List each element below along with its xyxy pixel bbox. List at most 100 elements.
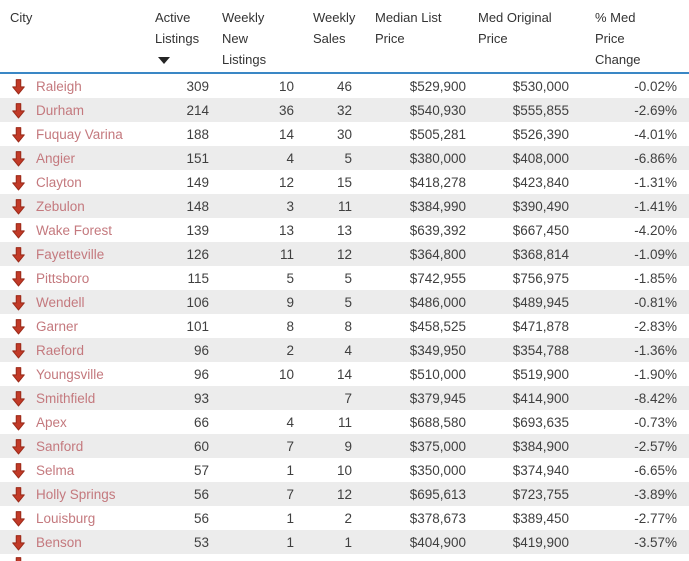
value-cell[interactable]: 56 [193, 486, 209, 502]
value-cell[interactable]: 3 [286, 198, 294, 214]
table-row[interactable]: Sanford 60 7 9 $375,000 $384,900 -2.57% [0, 434, 689, 458]
value-cell[interactable]: 148 [186, 198, 209, 214]
value-cell[interactable]: 7 [286, 486, 294, 502]
value-cell[interactable]: -0.73% [634, 414, 677, 430]
value-cell[interactable]: $510,000 [409, 366, 466, 382]
column-header-weekly-sales[interactable]: Weekly Sales [299, 0, 361, 72]
value-cell[interactable]: 66 [193, 414, 209, 430]
value-cell[interactable]: 8 [286, 318, 294, 334]
column-header-pct-med-price-change[interactable]: % Med Price Change [576, 0, 689, 72]
city-cell[interactable]: Zebulon [0, 198, 147, 215]
city-cell[interactable]: Angier [0, 150, 147, 167]
value-cell[interactable]: 12 [336, 486, 352, 502]
column-header-median-list-price[interactable]: Median List Price [361, 0, 471, 72]
column-header-city[interactable]: City [0, 0, 147, 72]
value-cell[interactable]: 309 [186, 78, 209, 94]
value-cell[interactable]: 96 [193, 366, 209, 382]
value-cell[interactable]: 1 [286, 462, 294, 478]
value-cell[interactable]: 10 [278, 78, 294, 94]
city-cell[interactable]: Smithfield [0, 390, 147, 407]
value-cell[interactable]: -2.77% [634, 510, 677, 526]
value-cell[interactable]: 12 [336, 246, 352, 262]
value-cell[interactable]: -4.20% [634, 222, 677, 238]
value-cell[interactable]: 1 [286, 534, 294, 550]
table-row[interactable]: Wendell 106 9 5 $486,000 $489,945 -0.81% [0, 290, 689, 314]
city-cell[interactable]: Fayetteville [0, 246, 147, 263]
value-cell[interactable]: -1.09% [634, 246, 677, 262]
value-cell[interactable]: -4.01% [634, 126, 677, 142]
table-row[interactable]: Garner 101 8 8 $458,525 $471,878 -2.83% [0, 314, 689, 338]
city-cell[interactable]: Benson [0, 534, 147, 551]
value-cell[interactable]: -6.65% [634, 462, 677, 478]
city-cell[interactable]: Apex [0, 414, 147, 431]
value-cell[interactable]: 32 [336, 102, 352, 118]
value-cell[interactable]: 14 [336, 366, 352, 382]
value-cell[interactable]: $384,900 [512, 438, 569, 454]
table-row[interactable]: Fuquay Varina 188 14 30 $505,281 $526,39… [0, 122, 689, 146]
value-cell[interactable]: -1.90% [634, 366, 677, 382]
value-cell[interactable]: 30 [336, 126, 352, 142]
value-cell[interactable]: 4 [344, 342, 352, 358]
value-cell[interactable]: 13 [336, 222, 352, 238]
table-row[interactable]: Wake Forest 139 13 13 $639,392 $667,450 … [0, 218, 689, 242]
city-cell[interactable]: Louisburg [0, 510, 147, 527]
city-cell[interactable]: Wendell [0, 294, 147, 311]
value-cell[interactable]: 57 [193, 462, 209, 478]
value-cell[interactable]: $471,878 [512, 318, 569, 334]
value-cell[interactable]: $723,755 [512, 486, 569, 502]
value-cell[interactable]: $350,000 [409, 462, 466, 478]
value-cell[interactable]: $529,900 [409, 78, 466, 94]
column-header-weekly-new-listings[interactable]: Weekly New Listings [213, 0, 299, 72]
city-cell[interactable]: Durham [0, 102, 147, 119]
value-cell[interactable]: $419,900 [512, 534, 569, 550]
value-cell[interactable]: 5 [286, 270, 294, 286]
city-cell[interactable]: Sanford [0, 438, 147, 455]
value-cell[interactable]: 8 [344, 318, 352, 334]
table-row[interactable]: Youngsville 96 10 14 $510,000 $519,900 -… [0, 362, 689, 386]
city-cell[interactable]: Fuquay Varina [0, 126, 147, 143]
value-cell[interactable]: $379,945 [409, 390, 466, 406]
value-cell[interactable]: $505,281 [409, 126, 466, 142]
value-cell[interactable]: $667,450 [512, 222, 569, 238]
value-cell[interactable]: -8.42% [634, 390, 677, 406]
value-cell[interactable]: 9 [344, 438, 352, 454]
value-cell[interactable]: 5 [344, 150, 352, 166]
value-cell[interactable]: 115 [187, 270, 209, 286]
value-cell[interactable]: 15 [336, 174, 352, 190]
value-cell[interactable]: 10 [336, 462, 352, 478]
value-cell[interactable]: -2.83% [634, 318, 677, 334]
value-cell[interactable]: $458,525 [409, 318, 466, 334]
table-row[interactable]: Apex 66 4 11 $688,580 $693,635 -0.73% [0, 410, 689, 434]
value-cell[interactable]: -1.85% [634, 270, 677, 286]
value-cell[interactable]: $414,900 [512, 390, 569, 406]
value-cell[interactable]: $742,955 [409, 270, 466, 286]
column-header-active-listings[interactable]: Active Listings [147, 0, 213, 72]
value-cell[interactable]: $519,900 [512, 366, 569, 382]
table-row[interactable] [0, 554, 689, 561]
city-cell[interactable]: Garner [0, 318, 147, 335]
value-cell[interactable]: 1 [286, 510, 294, 526]
value-cell[interactable]: 36 [278, 102, 294, 118]
table-row[interactable]: Pittsboro 115 5 5 $742,955 $756,975 -1.8… [0, 266, 689, 290]
table-row[interactable]: Clayton 149 12 15 $418,278 $423,840 -1.3… [0, 170, 689, 194]
value-cell[interactable]: 60 [193, 438, 209, 454]
value-cell[interactable]: 149 [186, 174, 209, 190]
value-cell[interactable]: -3.57% [634, 534, 677, 550]
value-cell[interactable]: 5 [344, 270, 352, 286]
table-row[interactable]: Angier 151 4 5 $380,000 $408,000 -6.86% [0, 146, 689, 170]
value-cell[interactable]: $756,975 [512, 270, 569, 286]
value-cell[interactable]: $380,000 [409, 150, 466, 166]
value-cell[interactable]: 11 [337, 198, 352, 214]
value-cell[interactable]: 53 [193, 534, 209, 550]
value-cell[interactable]: 4 [286, 150, 294, 166]
table-row[interactable]: Raeford 96 2 4 $349,950 $354,788 -1.36% [0, 338, 689, 362]
value-cell[interactable]: -1.36% [634, 342, 677, 358]
table-row[interactable]: Smithfield 93 7 $379,945 $414,900 -8.42% [0, 386, 689, 410]
value-cell[interactable]: 106 [186, 294, 209, 310]
sort-descending-icon[interactable] [158, 57, 170, 64]
value-cell[interactable]: $368,814 [512, 246, 569, 262]
value-cell[interactable]: 151 [186, 150, 209, 166]
table-row[interactable]: Durham 214 36 32 $540,930 $555,855 -2.69… [0, 98, 689, 122]
value-cell[interactable]: 5 [344, 294, 352, 310]
value-cell[interactable]: -3.89% [634, 486, 677, 502]
